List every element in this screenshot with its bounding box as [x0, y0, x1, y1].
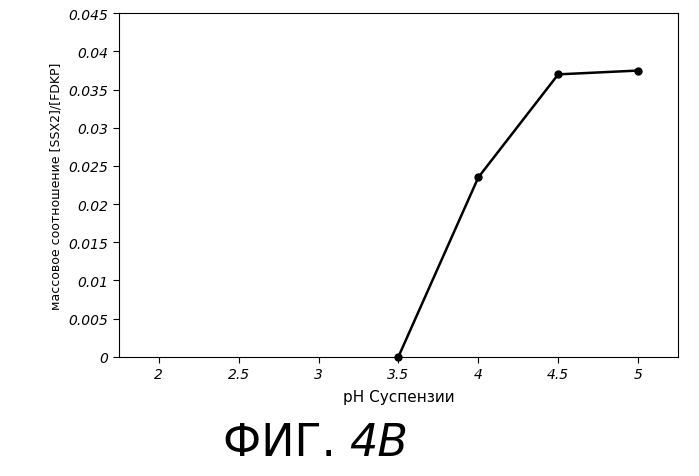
Text: 4В: 4В	[350, 421, 408, 464]
X-axis label: рН Суспензии: рН Суспензии	[343, 390, 454, 405]
Y-axis label: массовое соотношение [SSX2]/[FDKP]: массовое соотношение [SSX2]/[FDKP]	[50, 62, 63, 309]
Text: ФИГ.: ФИГ.	[222, 421, 350, 464]
